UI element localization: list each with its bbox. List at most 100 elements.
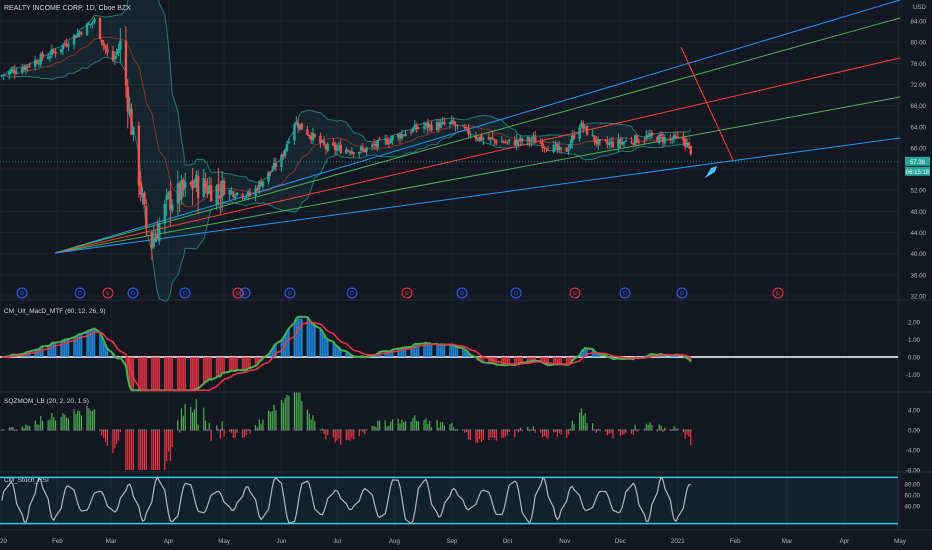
candle-body [674, 136, 678, 138]
macd-histogram-bar [101, 336, 103, 357]
candle-body [74, 36, 78, 39]
macd-histogram-bar [271, 349, 274, 357]
sqz-histogram-bar [88, 408, 90, 430]
macd-histogram-bar [210, 357, 212, 380]
macd-histogram-bar [451, 344, 453, 357]
macd-histogram-bar [267, 354, 270, 357]
fan-line [54, 17, 901, 254]
macd-histogram-bar [204, 357, 207, 382]
candle-body [48, 55, 52, 57]
dividend-marker[interactable] [346, 287, 358, 299]
sqz-histogram-bar [508, 430, 510, 432]
sqz-dot [321, 429, 324, 431]
earnings-marker[interactable] [232, 287, 244, 299]
sqz-histogram-bar [464, 430, 466, 433]
sqz-dot [75, 429, 77, 431]
dividend-marker-label: D [131, 291, 135, 297]
sqz-histogram-bar [334, 430, 336, 443]
candle-body [685, 143, 689, 148]
sqz-dot [595, 429, 598, 431]
dividend-marker-label: D [183, 291, 187, 297]
dividend-marker[interactable] [676, 287, 688, 299]
sqz-dot [62, 429, 64, 431]
candle-body [54, 51, 57, 54]
dividend-marker[interactable] [284, 287, 296, 299]
sqz-dot [51, 429, 53, 431]
candle-body [443, 122, 446, 125]
candle-body [26, 65, 29, 67]
dividend-marker[interactable] [179, 287, 191, 299]
macd-histogram-bar [301, 318, 303, 357]
macd-histogram-bar [423, 343, 425, 357]
sqz-histogram-bar [90, 410, 92, 430]
macd-histogram-bar [221, 357, 224, 373]
macd-histogram-bar [410, 346, 412, 357]
candle-body [222, 181, 226, 195]
macd-histogram-bar [676, 354, 679, 357]
earnings-marker[interactable] [401, 287, 413, 299]
sqz-histogram-bar [297, 392, 299, 430]
macd-histogram-bar [454, 346, 457, 357]
sqz-histogram-bar [608, 430, 610, 434]
candle-body [530, 140, 533, 142]
candle-body [648, 133, 652, 137]
dividend-marker[interactable] [510, 287, 522, 299]
macd-axis-tick: 1.00 [908, 337, 921, 344]
candle-body [526, 137, 529, 142]
sqz-dot [326, 429, 329, 431]
macd-histogram-bar [552, 357, 555, 365]
sqz-dot [334, 429, 336, 431]
sqz-histogram-bar [249, 430, 251, 434]
sqz-dot [10, 429, 12, 431]
dividend-marker[interactable] [74, 287, 86, 299]
dividend-marker[interactable] [16, 287, 28, 299]
macd-histogram-bar [75, 336, 77, 357]
sqz-histogram-bar [625, 430, 627, 433]
dividend-marker[interactable] [619, 287, 631, 299]
macd-histogram-bar [64, 339, 66, 357]
sqz-dot [401, 429, 403, 431]
candle-body [371, 144, 374, 147]
sqz-dot [234, 429, 236, 431]
price-axis-tick: 44.00 [911, 230, 927, 237]
price-axis-tick: 64.00 [911, 124, 927, 131]
sqz-histogram-bar [491, 430, 494, 438]
candle-body [441, 121, 444, 123]
sqz-dot [145, 429, 148, 431]
sqz-dot [204, 429, 207, 431]
candle-body [204, 180, 207, 188]
sqz-histogram-bar [506, 430, 509, 435]
dividend-marker[interactable] [456, 287, 468, 299]
sqz-dot [260, 429, 262, 431]
sqz-axis-tick: -4.00 [906, 448, 921, 455]
sqz-dot [101, 429, 103, 431]
sqz-dot [310, 429, 312, 431]
macd-histogram-bar [399, 348, 401, 357]
candle-body [8, 71, 11, 76]
macd-histogram-bar [428, 343, 431, 357]
sqz-histogram-bar [203, 407, 205, 430]
macd-histogram-bar [189, 357, 192, 391]
sqz-dot [415, 429, 418, 431]
dividend-marker[interactable] [239, 287, 251, 299]
sqz-dot [258, 429, 261, 431]
bollinger-upper [1, 0, 692, 184]
sqz-dot [636, 429, 638, 431]
macd-histogram-bar [521, 357, 524, 363]
rocket-icon[interactable] [705, 166, 717, 178]
sqz-dot [314, 429, 316, 431]
sqz-dot [152, 429, 155, 431]
sqz-histogram-bar [379, 420, 381, 430]
sqz-histogram-bar [503, 430, 505, 438]
sqz-histogram-bar [216, 425, 218, 430]
earnings-marker[interactable] [772, 287, 784, 299]
dividend-marker[interactable] [127, 287, 139, 299]
candle-body [28, 65, 31, 67]
sqz-dot [319, 429, 322, 431]
sqz-histogram-bar [586, 423, 588, 430]
candle-body [611, 142, 615, 147]
earnings-marker[interactable] [569, 287, 581, 299]
earnings-marker[interactable] [102, 287, 114, 299]
price-axis-tick: 36.00 [911, 272, 927, 279]
